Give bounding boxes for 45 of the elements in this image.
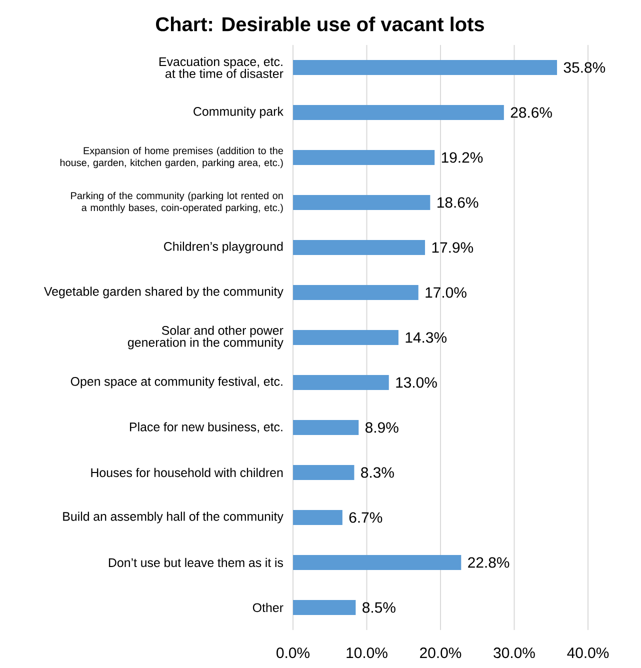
- x-tick-label: 20.0%: [420, 648, 462, 658]
- bar: [293, 510, 342, 526]
- bar: [293, 420, 359, 436]
- y-tick-label: Parking of the community (parking lot rented on a monthly bases, coin-operated parking, etc.): [71, 192, 283, 214]
- y-tick-label: Don’t use but leave them as it is: [108, 558, 283, 568]
- bar: [293, 195, 430, 210]
- data-label: 35.8%: [564, 62, 606, 73]
- data-label: 6.7%: [349, 512, 382, 523]
- bar: [293, 105, 504, 120]
- bar: [293, 285, 418, 300]
- bar: [293, 60, 558, 76]
- y-tick-label: Evacuation space, etc. at the time of disaster: [159, 56, 284, 78]
- y-tick-label: Children’s playground: [164, 242, 283, 254]
- bar: [293, 150, 435, 166]
- x-tick-label: 30.0%: [494, 648, 535, 658]
- y-tick-label: Vegetable garden shared by the community: [44, 286, 284, 298]
- data-label: 13.0%: [396, 377, 437, 388]
- x-tick-label: 0.0%: [276, 648, 310, 658]
- data-label: 8.3%: [361, 467, 394, 478]
- bar: [293, 375, 389, 390]
- data-label: 17.0%: [426, 287, 466, 298]
- y-tick-label: Open space at community festival, etc.: [70, 376, 282, 388]
- data-label: 19.2%: [442, 152, 483, 163]
- data-label: 8.9%: [365, 422, 398, 433]
- y-tick-label: Place for new business, etc.: [130, 422, 282, 433]
- x-tick-label: 10.0%: [346, 648, 388, 658]
- y-tick-label: Houses for household with children: [91, 468, 283, 478]
- bar: [293, 465, 354, 480]
- bar: [293, 555, 462, 570]
- y-tick-label: Solar and other power generation in the community: [128, 326, 284, 350]
- bar: [293, 240, 426, 256]
- data-label: 18.6%: [438, 197, 478, 208]
- y-tick-label: Expansion of home premises (addition to the house, garden, kitchen garden, parking area, etc.): [60, 146, 283, 168]
- data-label: 28.6%: [510, 107, 552, 118]
- data-label: 14.3%: [406, 332, 446, 343]
- y-tick-label: Community park: [194, 106, 284, 118]
- x-tick-label: 40.0%: [567, 648, 609, 658]
- chart-title: Chart: Desirable use of vacant lots: [156, 16, 484, 32]
- y-tick-label: Build an assembly hall of the community: [63, 512, 284, 524]
- data-label: 8.5%: [362, 602, 396, 613]
- bar: [293, 330, 398, 346]
- bar: [293, 600, 356, 616]
- data-label: 22.8%: [468, 557, 510, 568]
- y-tick-label: Other: [252, 602, 284, 612]
- data-label: 17.9%: [432, 242, 474, 253]
